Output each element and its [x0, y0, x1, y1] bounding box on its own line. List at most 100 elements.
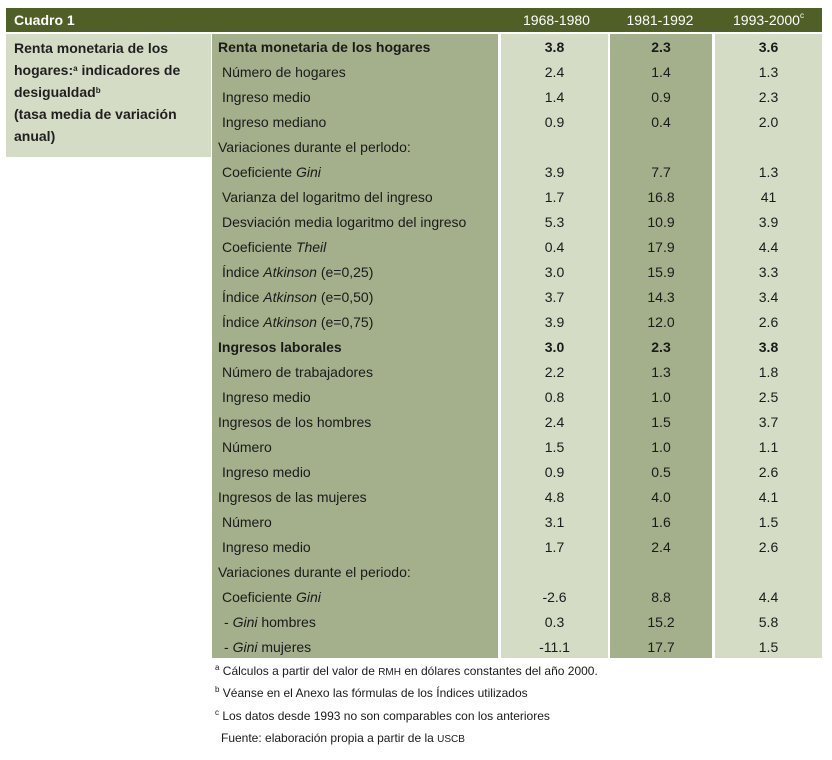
- row-label-text: Número de trabajadores: [222, 364, 373, 380]
- value-1993-2000: 2.0: [758, 114, 779, 130]
- value-1993-2000: 2.6: [758, 314, 779, 330]
- value-1981-1992: 2.3: [651, 339, 671, 355]
- row-label-text: -: [224, 614, 233, 630]
- table-row: Coeficiente Theil 0.4 17.9 4.4: [212, 234, 822, 259]
- column-1981-1992-background: [610, 34, 712, 658]
- table-row: Número 3.1 1.6 1.5: [212, 509, 822, 534]
- table-row: - Gini hombres 0.3 15.2 5.8: [212, 609, 822, 634]
- value-1981-1992: 15.2: [647, 614, 675, 630]
- value-1968-1980: 0.9: [544, 114, 565, 130]
- value-1968-1980: 3.0: [544, 264, 565, 280]
- row-label-text: Ingreso mediano: [222, 114, 327, 130]
- value-1981-1992: 17.7: [647, 639, 675, 655]
- value-1968-1980: 3.9: [544, 314, 565, 330]
- value-1968-1980: 1.4: [544, 89, 565, 105]
- row-label-text: Ingreso medio: [222, 89, 311, 105]
- row-label-text: Ingreso medio: [222, 539, 311, 555]
- table-row: Ingresos de los hombres 2.4 1.5 3.7: [212, 409, 822, 434]
- value-1993-2000: 3.6: [758, 39, 779, 55]
- value-1993-2000: 1.5: [758, 639, 779, 655]
- value-1981-1992: 15.9: [647, 264, 675, 280]
- footnote-c-mark: c: [215, 708, 219, 717]
- value-1981-1992: 1.6: [651, 514, 671, 530]
- caption-footnote-b: b: [95, 86, 101, 95]
- caption-footnote-a: a: [73, 64, 78, 73]
- row-label: Ingresos de las mujeres: [218, 489, 367, 505]
- footnote-a-text-pre: Cálculos a partir del valor de: [219, 664, 379, 678]
- value-1993-2000: 1.5: [758, 514, 779, 530]
- value-1968-1980: 0.4: [544, 239, 565, 255]
- row-label-suffix: (e=0,50): [316, 289, 374, 305]
- value-1993-2000: 1.3: [758, 164, 779, 180]
- row-label: Índice Atkinson (e=0,25): [222, 264, 373, 280]
- table-row: Ingreso medio 0.9 0.5 2.6: [212, 459, 822, 484]
- table-row: Número 1.5 1.0 1.1: [212, 434, 822, 459]
- value-1968-1980: 2.2: [544, 364, 565, 380]
- table-row: Renta monetaria de los hogares 3.8 2.3 3.6: [212, 34, 822, 59]
- row-label: Ingreso mediano: [222, 114, 326, 130]
- value-1968-1980: 0.9: [544, 464, 565, 480]
- table-row: Coeficiente Gini 3.9 7.7 1.3: [212, 159, 822, 184]
- value-1981-1992: 0.5: [651, 464, 671, 480]
- source-note: Fuente: elaboración propia a partir de l…: [221, 731, 465, 745]
- footnote-a-mark: a: [215, 663, 220, 672]
- table-row: Ingresos de las mujeres 4.8 4.0 4.1: [212, 484, 822, 509]
- row-label-text: Ingreso medio: [222, 464, 311, 480]
- footnote-b-text: Véanse en el Anexo las fórmulas de los Í…: [219, 686, 528, 700]
- row-label-text: Coeficiente: [222, 239, 296, 255]
- row-label-text: Índice: [222, 289, 264, 305]
- value-1968-1980: 0.8: [544, 389, 565, 405]
- footnote-a-abbrev: RMH: [378, 667, 401, 678]
- value-1981-1992: 16.8: [647, 189, 675, 205]
- value-1981-1992: 7.7: [651, 164, 671, 180]
- row-label: Varianza del logaritmo del ingreso: [222, 189, 433, 205]
- row-label: Desviación media logaritmo del ingreso: [222, 214, 466, 230]
- value-1993-2000: 2.3: [758, 89, 779, 105]
- row-label: Coeficiente Gini: [222, 164, 321, 180]
- table-row: Número de trabajadores 2.2 1.3 1.8: [212, 359, 822, 384]
- value-1968-1980: 3.1: [544, 514, 565, 530]
- table-row: Coeficiente Gini -2.6 8.8 4.4: [212, 584, 822, 609]
- value-1993-2000: 3.3: [758, 264, 779, 280]
- caption-line-2: hogares:a indicadores de: [14, 59, 209, 81]
- table-row: Número de hogares 2.4 1.4 1.3: [212, 59, 822, 84]
- value-1981-1992: 17.9: [647, 239, 675, 255]
- value-1968-1980: 5.3: [544, 214, 565, 230]
- column-header-footnote-c: c: [799, 11, 804, 20]
- value-1968-1980: 3.7: [544, 289, 565, 305]
- value-1981-1992: 1.0: [651, 439, 671, 455]
- table-row: Ingreso medio 0.8 1.0 2.5: [212, 384, 822, 409]
- label-column-background: [212, 34, 498, 658]
- row-label-text: Número: [222, 439, 272, 455]
- row-label-italic: Gini: [232, 614, 258, 630]
- caption-line-3: desigualdadb: [14, 81, 209, 103]
- value-1968-1980: 3.9: [544, 164, 565, 180]
- caption-line-4: (tasa media de variación: [14, 106, 177, 122]
- value-1981-1992: 4.0: [651, 489, 671, 505]
- row-label: Número de hogares: [222, 64, 346, 80]
- row-label: Ingreso medio: [222, 464, 311, 480]
- footnote-a: a Cálculos a partir del valor de RMH en …: [215, 663, 598, 678]
- value-1993-2000: 2.6: [758, 464, 779, 480]
- table-title: Cuadro 1: [14, 12, 75, 28]
- column-1968-1980-background: [501, 34, 608, 658]
- row-label-suffix: hombres: [257, 614, 316, 630]
- table-caption-panel: Renta monetaria de los hogares:a indicad…: [6, 34, 211, 157]
- column-header-1981-1992: 1981-1992: [626, 12, 694, 28]
- data-table: Renta monetaria de los hogares 3.8 2.3 3.6 N…: [212, 34, 822, 658]
- value-1981-1992: 1.4: [651, 64, 671, 80]
- value-1993-2000: 41: [760, 189, 777, 205]
- row-label-italic: Atkinson: [263, 289, 317, 305]
- row-label: Ingreso medio: [222, 389, 311, 405]
- value-1968-1980: 1.7: [544, 539, 565, 555]
- value-1981-1992: 1.3: [651, 364, 671, 380]
- row-label: Número: [222, 439, 272, 455]
- value-1993-2000: 2.6: [758, 539, 779, 555]
- footnote-b: b Véanse en el Anexo las fórmulas de los…: [215, 685, 528, 700]
- table-row: Índice Atkinson (e=0,50) 3.7 14.3 3.4: [212, 284, 822, 309]
- row-label: Índice Atkinson (e=0,50): [222, 289, 373, 305]
- row-label: Ingreso medio: [222, 539, 311, 555]
- row-label: Ingresos de los hombres: [218, 414, 371, 430]
- table-row: Desviación media logaritmo del ingreso 5.…: [212, 209, 822, 234]
- row-label-text: Ingresos laborales: [218, 339, 342, 355]
